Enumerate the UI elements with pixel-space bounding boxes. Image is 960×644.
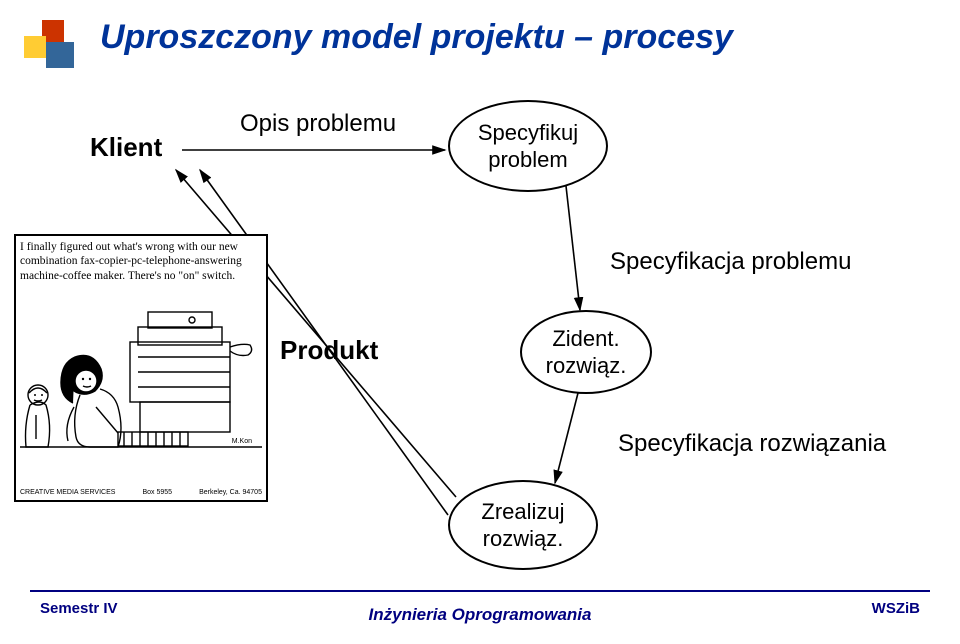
cartoon-caption: I finally figured out what's wrong with … <box>20 240 262 283</box>
ellipse-zident: Zident.rozwiąz. <box>520 310 652 394</box>
footer-right: WSZiB <box>872 600 920 617</box>
page-title: Uproszczony model projektu – procesy <box>100 18 733 57</box>
cartoon-credit: CREATIVE MEDIA SERVICES Box 5955 Berkele… <box>20 489 262 496</box>
produkt-label: Produkt <box>280 335 378 366</box>
footer-mid: Inżynieria Oprogramowania <box>0 605 960 625</box>
svg-text:M.Kon: M.Kon <box>232 438 252 445</box>
opis-label: Opis problemu <box>240 110 396 138</box>
spec-rozw-label: Specyfikacja rozwiązania <box>618 430 886 458</box>
ellipse-zrealizuj: Zrealizujrozwiąz. <box>448 480 598 570</box>
cartoon-panel: I finally figured out what's wrong with … <box>14 234 268 502</box>
corner-logo-icon <box>20 18 80 83</box>
footer-divider <box>30 590 930 592</box>
spec-problemu-label: Specyfikacja problemu <box>610 248 851 276</box>
ellipse-specyfikuj: Specyfikujproblem <box>448 100 608 192</box>
klient-label: Klient <box>90 132 162 163</box>
cartoon-sketch: M.Kon <box>20 287 262 487</box>
